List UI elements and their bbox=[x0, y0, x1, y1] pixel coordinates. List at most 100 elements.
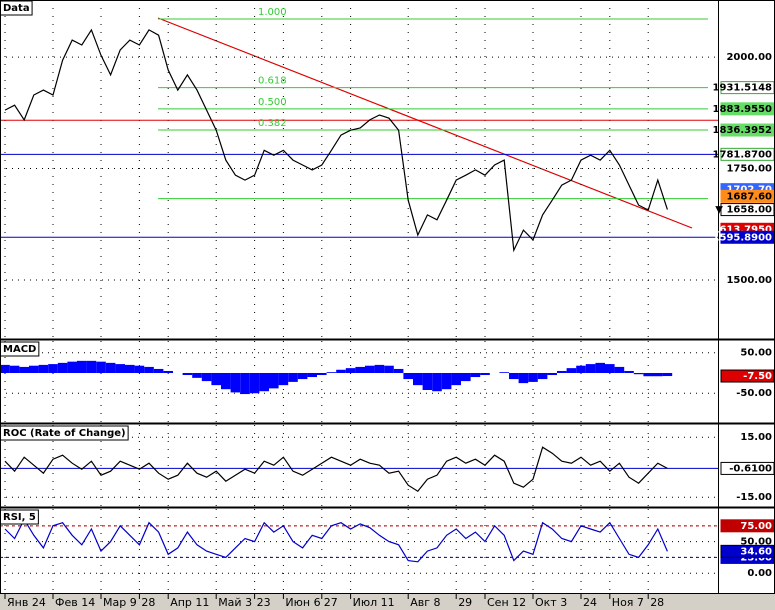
x-tick-label: Апр 11 bbox=[170, 596, 209, 609]
x-tick-label: Июн 6 bbox=[285, 596, 320, 609]
histogram-bar bbox=[374, 364, 385, 373]
histogram-bar bbox=[557, 370, 567, 373]
fib-label: 0.500 bbox=[258, 97, 287, 108]
histogram-bar bbox=[365, 365, 375, 373]
histogram-bar bbox=[115, 364, 125, 373]
histogram-bar bbox=[422, 372, 433, 391]
fib-label: 0.618 bbox=[258, 76, 287, 87]
y-tick-label: -50.00 bbox=[736, 388, 772, 399]
y-tick-label: 50.00 bbox=[740, 537, 772, 548]
price-label: 1595.8900 bbox=[713, 232, 773, 243]
price-label: ▼ 1658.00 bbox=[715, 205, 772, 216]
price-label: 25.00 bbox=[740, 552, 772, 563]
histogram-bar bbox=[249, 372, 260, 394]
histogram-bar bbox=[19, 366, 29, 373]
y-tick-label: 50.00 bbox=[740, 348, 772, 359]
histogram-bar bbox=[518, 372, 529, 384]
histogram-bar bbox=[317, 372, 327, 376]
series-line bbox=[4, 518, 668, 563]
histogram-bar bbox=[144, 366, 154, 373]
y-tick-label: 1750.00 bbox=[726, 164, 772, 175]
fib-label: 1.000 bbox=[258, 7, 287, 18]
x-tick-label: 27 bbox=[324, 596, 338, 609]
x-tick-label: Ноя 7 bbox=[612, 596, 644, 609]
histogram-bar bbox=[566, 368, 577, 373]
price-label: -0.6100 bbox=[729, 463, 772, 474]
histogram-bar bbox=[38, 364, 49, 373]
histogram-bar bbox=[624, 370, 634, 373]
series-line bbox=[4, 28, 668, 253]
x-tick-label: Сен 12 bbox=[487, 596, 526, 609]
histogram-bar bbox=[403, 372, 413, 380]
histogram-bar bbox=[240, 372, 250, 395]
histogram-bar bbox=[451, 372, 461, 386]
histogram-bar bbox=[77, 360, 87, 373]
price-label: 1781.8700 bbox=[713, 149, 773, 160]
x-tick-label: 24 bbox=[583, 596, 597, 609]
histogram-bar bbox=[307, 372, 317, 378]
histogram-bar bbox=[576, 365, 586, 373]
histogram-bar bbox=[633, 372, 644, 375]
price-label: 75.00 bbox=[740, 521, 772, 532]
series-line bbox=[4, 446, 668, 492]
histogram-bar bbox=[278, 372, 289, 386]
histogram-bar bbox=[585, 364, 596, 373]
histogram-bar bbox=[614, 366, 625, 373]
histogram-bar bbox=[48, 364, 58, 373]
histogram-bar bbox=[355, 366, 365, 373]
histogram-bar bbox=[470, 372, 481, 378]
y-tick-label: 15.00 bbox=[740, 432, 772, 443]
histogram-bar bbox=[537, 372, 548, 380]
histogram-bar bbox=[67, 361, 77, 373]
fib-label: 0.382 bbox=[258, 118, 287, 129]
x-tick-label: Янв 24 bbox=[7, 596, 46, 609]
histogram-bar bbox=[345, 368, 356, 373]
panel-title: RSI, 5 bbox=[3, 512, 36, 523]
histogram-bar bbox=[221, 372, 231, 390]
histogram-bar bbox=[384, 365, 394, 373]
histogram-bar bbox=[595, 362, 605, 373]
price-label: 1883.9550 bbox=[713, 104, 773, 115]
histogram-bar bbox=[297, 372, 308, 380]
histogram-bar bbox=[0, 364, 10, 373]
price-label: 34.60 bbox=[740, 546, 772, 557]
histogram-bar bbox=[288, 372, 298, 382]
histogram-bar bbox=[605, 364, 615, 373]
histogram-bar bbox=[432, 372, 442, 392]
histogram-bar bbox=[269, 372, 279, 389]
x-tick-label: Фев 14 bbox=[55, 596, 95, 609]
histogram-bar bbox=[461, 372, 471, 382]
histogram-bar bbox=[125, 364, 135, 373]
histogram-bar bbox=[441, 372, 452, 390]
y-tick-label: 2000.00 bbox=[726, 52, 772, 63]
price-label: -7.50 bbox=[743, 371, 772, 382]
histogram-bar bbox=[230, 372, 241, 393]
price-label: 1687.60 bbox=[726, 191, 772, 202]
trend-line bbox=[157, 17, 693, 229]
panel-title: ROC (Rate of Change) bbox=[3, 428, 126, 439]
histogram-bar bbox=[9, 365, 20, 373]
histogram-bar bbox=[86, 360, 97, 373]
histogram-bar bbox=[96, 361, 106, 373]
histogram-bar bbox=[29, 365, 39, 373]
histogram-bar bbox=[326, 372, 337, 373]
panel-title: MACD bbox=[3, 344, 36, 355]
histogram-bar bbox=[662, 372, 673, 377]
histogram-bar bbox=[480, 372, 490, 376]
price-label: 1613.7950 bbox=[713, 224, 773, 235]
histogram-bar bbox=[547, 372, 557, 376]
histogram-bar bbox=[653, 372, 663, 377]
x-tick-label: Авг 8 bbox=[410, 596, 440, 609]
x-tick-label: 28 bbox=[650, 596, 664, 609]
x-tick-label: 23 bbox=[257, 596, 271, 609]
panel-title: Data bbox=[3, 3, 30, 14]
x-tick-label: Июл 11 bbox=[353, 596, 395, 609]
price-label: 1931.5148 bbox=[713, 83, 773, 94]
histogram-bar bbox=[643, 372, 653, 377]
histogram-bar bbox=[192, 372, 202, 378]
price-label: 1836.3952 bbox=[713, 125, 773, 136]
histogram-bar bbox=[57, 362, 68, 373]
x-tick-label: Май 3 bbox=[218, 596, 252, 609]
x-tick-label: 28 bbox=[141, 596, 155, 609]
